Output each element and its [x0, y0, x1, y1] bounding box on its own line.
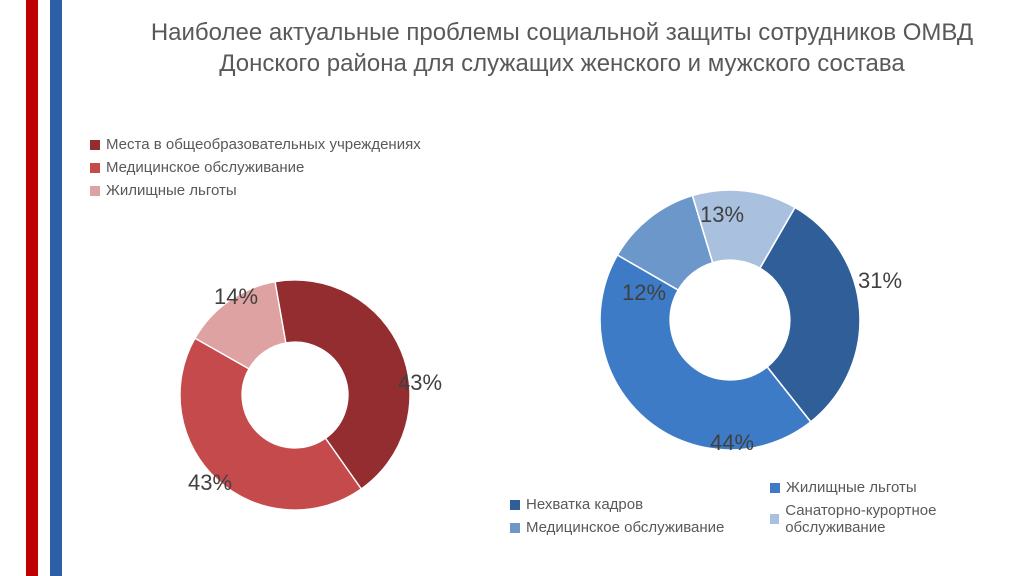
legend-left: Места в общеобразовательных учреждениях …: [90, 136, 421, 205]
swatch-icon: [770, 483, 780, 493]
swatch-icon: [510, 500, 520, 510]
donut-svg: [600, 190, 860, 450]
slice-label: 43%: [188, 470, 232, 496]
swatch-icon: [90, 140, 100, 150]
stripe-blue: [50, 0, 62, 576]
legend-label: Медицинское обслуживание: [526, 519, 724, 536]
legend-item: Медицинское обслуживание: [510, 519, 750, 536]
swatch-icon: [90, 186, 100, 196]
legend-item: Медицинское обслуживание: [90, 159, 421, 176]
slice-label: 43%: [398, 370, 442, 396]
slice-label: 14%: [214, 284, 258, 310]
legend-label: Медицинское обслуживание: [106, 159, 304, 176]
slice-label: 31%: [858, 268, 902, 294]
legend-label: Нехватка кадров: [526, 496, 643, 513]
slice-label: 13%: [700, 202, 744, 228]
donut-chart-right: [600, 190, 860, 450]
legend-right-col1: Нехватка кадров Медицинское обслуживание: [510, 496, 750, 542]
slice-label: 12%: [622, 280, 666, 306]
legend-right-col2: Жилищные льготы Санаторно-курортное обсл…: [770, 479, 1020, 542]
stripe-red: [26, 0, 38, 576]
swatch-icon: [90, 163, 100, 173]
accent-stripes: [26, 0, 62, 576]
legend-label: Жилищные льготы: [106, 182, 237, 199]
swatch-icon: [770, 514, 779, 524]
legend-label: Санаторно-курортное обслуживание: [785, 502, 1020, 536]
legend-item: Жилищные льготы: [90, 182, 421, 199]
swatch-icon: [510, 523, 520, 533]
legend-item: Нехватка кадров: [510, 496, 750, 513]
legend-label: Места в общеобразовательных учреждениях: [106, 136, 421, 153]
legend-item: Жилищные льготы: [770, 479, 1020, 496]
page-title: Наиболее актуальные проблемы социальной …: [140, 18, 984, 79]
stripe-white: [38, 0, 50, 576]
legend-label: Жилищные льготы: [786, 479, 917, 496]
slice-label: 44%: [710, 430, 754, 456]
legend-item: Места в общеобразовательных учреждениях: [90, 136, 421, 153]
legend-item: Санаторно-курортное обслуживание: [770, 502, 1020, 536]
